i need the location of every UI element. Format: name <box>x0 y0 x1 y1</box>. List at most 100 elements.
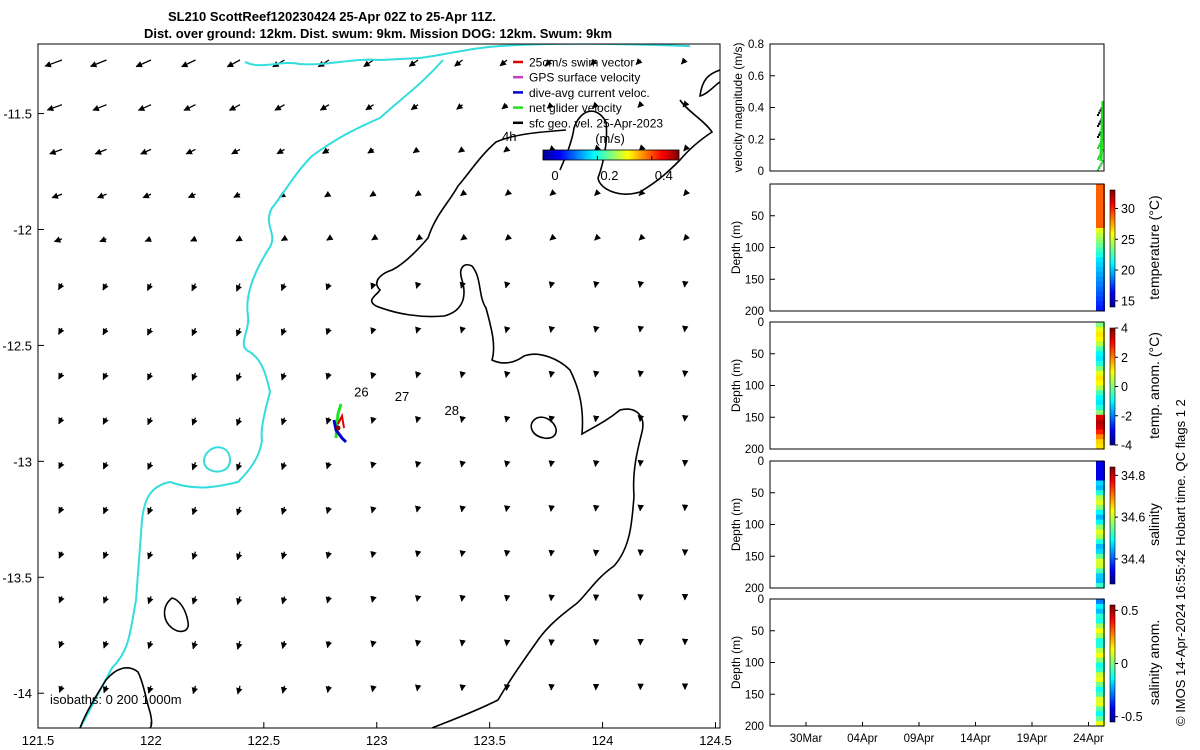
velocity-vector <box>454 59 463 67</box>
profile-cell <box>1096 485 1105 491</box>
velocity-vector <box>545 59 553 66</box>
map-x-tick-label: 123 <box>366 733 388 748</box>
velocity-vector <box>365 103 374 111</box>
velocity-vector <box>57 282 65 291</box>
velocity-vector <box>228 104 241 111</box>
velocity-vector <box>324 190 332 198</box>
velocity-vector <box>683 189 690 197</box>
velocity-vector <box>235 283 242 292</box>
velocity-vector <box>236 417 243 427</box>
velocity-vector <box>325 685 332 694</box>
velocity-vector <box>147 596 154 605</box>
velocity-vector <box>58 417 65 425</box>
velocity-vector <box>503 145 511 153</box>
velocity-point <box>1099 109 1102 112</box>
profile-cell <box>1096 608 1105 615</box>
profile-cell <box>1096 326 1105 333</box>
velocity-vector <box>683 144 690 152</box>
velocity-vector <box>102 506 109 515</box>
coastline <box>79 44 691 728</box>
profile-cell <box>1096 578 1105 584</box>
velocity-vector <box>637 325 645 333</box>
velocity-vector <box>459 639 466 647</box>
velocity-vector <box>191 372 198 381</box>
velocity-vector <box>233 191 241 198</box>
profile-cell <box>1096 657 1105 663</box>
y-axis-label: velocity magnitude (m/s) <box>731 42 745 172</box>
velocity-vector <box>236 551 243 561</box>
velocity-vector <box>46 104 63 112</box>
velocity-vector <box>459 505 466 513</box>
profile-cell <box>1096 306 1105 312</box>
y-tick-label: 100 <box>745 520 764 532</box>
map-y-tick-label: -12 <box>13 222 32 237</box>
profile-cell <box>1096 529 1105 535</box>
legend-label: sfc geo. vel. 25-Apr-2023 <box>529 116 663 130</box>
velocity-vector <box>682 280 689 288</box>
velocity-vector <box>280 551 288 560</box>
velocity-vector <box>58 506 65 514</box>
velocity-vector <box>503 639 511 647</box>
legend-label: GPS surface velocity <box>529 71 640 85</box>
velocity-vector <box>147 551 154 560</box>
velocity-vector <box>548 549 555 557</box>
velocity-vector <box>460 233 468 241</box>
velocity-vector <box>58 551 65 559</box>
velocity-vector <box>410 103 419 111</box>
velocity-vector <box>459 371 466 379</box>
velocity-vector <box>280 462 288 471</box>
y-tick-label: 0 <box>758 594 764 606</box>
velocity-vector <box>505 189 513 196</box>
velocity-point <box>1097 147 1099 149</box>
colorbar-tick-label: 0 <box>551 168 558 183</box>
isobath-contour <box>79 69 720 728</box>
velocity-vector <box>371 233 379 241</box>
profile-cell <box>1096 662 1105 668</box>
velocity-point <box>1097 158 1099 160</box>
velocity-vector <box>635 58 643 65</box>
velocity-vector <box>680 57 688 65</box>
velocity-vector <box>190 235 198 242</box>
velocity-vector <box>280 640 288 650</box>
velocity-vector <box>593 281 600 289</box>
panel-temperature: 50 100 150 200 Depth (m) 30 25 20 15 temperature … <box>729 183 1162 318</box>
velocity-vector <box>370 327 377 335</box>
colorbar-label: salinity anom. <box>1146 620 1162 706</box>
velocity-vector <box>363 59 374 68</box>
surface-velocity-vectors <box>44 57 690 695</box>
profile-cell <box>1096 618 1105 624</box>
velocity-vector <box>499 59 508 67</box>
velocity-vector <box>370 282 377 290</box>
velocity-vector <box>191 640 198 650</box>
velocity-vector <box>590 58 598 66</box>
map-x-tick-label: 121.5 <box>22 733 55 748</box>
profile-cell <box>1096 677 1105 683</box>
velocity-vector <box>147 417 154 426</box>
y-tick-label: 50 <box>751 626 764 638</box>
map-y-tick-label: -11.5 <box>3 107 32 122</box>
velocity-vector <box>102 417 109 425</box>
y-tick-label: 0 <box>758 456 764 468</box>
glider-track <box>332 403 348 444</box>
velocity-vector <box>326 234 334 241</box>
velocity-vector <box>235 235 243 242</box>
velocity-vector <box>236 685 243 695</box>
velocity-vector <box>102 327 109 336</box>
y-tick-label: 150 <box>745 412 764 424</box>
velocity-vector <box>504 505 511 513</box>
velocity-vector <box>414 189 422 197</box>
velocity-vector <box>370 416 377 424</box>
profile-cell <box>1096 356 1105 362</box>
panel-temp-anom: 0 50 100 150 200 Depth (m) 4 2 0 -2 -4 temp. anom. … <box>729 317 1162 456</box>
velocity-vector <box>682 325 689 333</box>
profile-cell <box>1096 461 1105 467</box>
profile-cell <box>1096 465 1105 472</box>
x-tick-label: 04Apr <box>847 733 878 745</box>
velocity-vector <box>102 283 109 291</box>
profile-cell <box>1096 721 1105 727</box>
profile-cell <box>1096 643 1105 649</box>
x-tick-label: 19Apr <box>1017 733 1048 745</box>
velocity-vector <box>236 640 243 650</box>
